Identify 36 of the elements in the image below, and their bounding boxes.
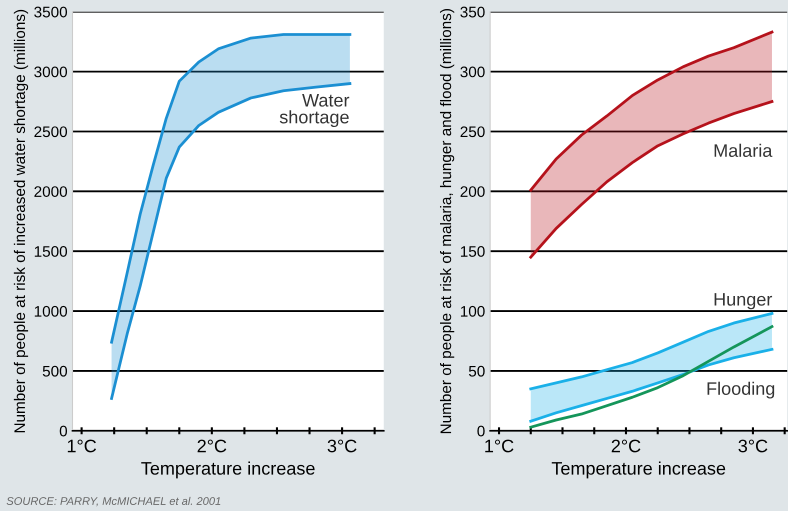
annotation: Water shortage bbox=[280, 94, 350, 128]
y-tick-label: 3000 bbox=[34, 66, 68, 78]
y-tick-label: 350 bbox=[460, 6, 485, 18]
line-series bbox=[529, 30, 774, 192]
y-axis-title: Number of people at risk of malaria, hunger and flood (millions) bbox=[440, 9, 454, 434]
y-tick-label: 1000 bbox=[34, 306, 68, 317]
line-series bbox=[529, 348, 774, 423]
annotation: Flooding bbox=[708, 382, 774, 399]
x-tick-label: 1°C bbox=[68, 440, 96, 452]
x-axis-title: Temperature increase bbox=[141, 461, 315, 478]
line-series bbox=[529, 325, 774, 429]
x-tick-label: 3°C bbox=[328, 440, 357, 452]
x-axis-title: Temperature increase bbox=[552, 461, 726, 478]
y-tick-label: 2000 bbox=[34, 186, 68, 198]
x-tick-label: 2°C bbox=[198, 440, 226, 452]
line-series bbox=[529, 100, 774, 259]
source-note: SOURCE: PARRY, McMICHAEL et al. 2001 bbox=[6, 496, 220, 506]
y-axis-title: Number of people at risk of increased water shortage (millions) bbox=[14, 10, 28, 432]
y-tick-label: 150 bbox=[460, 246, 485, 257]
x-tick-label: 2°C bbox=[612, 440, 640, 452]
y-tick-label: 0 bbox=[60, 426, 68, 436]
x-tick-label: 1°C bbox=[485, 440, 514, 452]
y-tick-label: 250 bbox=[460, 126, 485, 138]
x-tick-label: 3°C bbox=[738, 440, 768, 452]
y-tick-label: 0 bbox=[477, 426, 485, 436]
y-tick-label: 500 bbox=[42, 366, 68, 377]
y-tick-label: 3500 bbox=[34, 6, 68, 18]
line-series bbox=[110, 33, 352, 344]
annotation: Hunger bbox=[714, 293, 772, 310]
annotation: Malaria bbox=[714, 144, 772, 157]
y-tick-label: 100 bbox=[460, 306, 485, 317]
y-tick-label: 2500 bbox=[34, 126, 68, 138]
y-tick-label: 50 bbox=[468, 366, 485, 377]
y-tick-label: 200 bbox=[460, 186, 485, 198]
y-tick-label: 300 bbox=[460, 66, 485, 78]
y-tick-label: 1500 bbox=[34, 246, 68, 257]
